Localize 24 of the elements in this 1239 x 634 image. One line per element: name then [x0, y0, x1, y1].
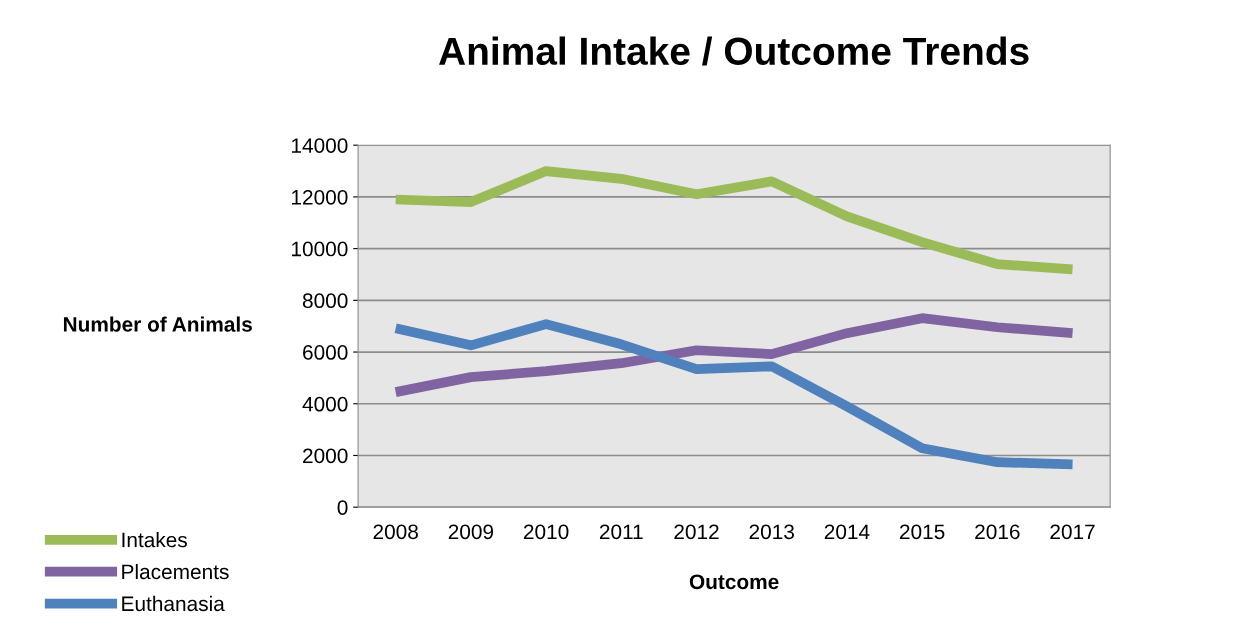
x-tick-label: 2016 — [975, 524, 1020, 540]
x-tick-label: 2014 — [824, 524, 870, 540]
y-tick-label: 14000 — [292, 138, 348, 153]
x-tick-label: 2012 — [674, 524, 719, 540]
chart-title: Animal Intake / Outcome Trends — [439, 36, 1029, 66]
y-tick-label: 12000 — [292, 189, 348, 205]
x-axis-title: Outcome — [689, 574, 779, 590]
x-tick-label: 2010 — [523, 524, 569, 540]
x-tick-label: 2008 — [373, 524, 418, 540]
x-tick-label: 2009 — [448, 524, 494, 540]
x-tick-label: 2015 — [900, 524, 945, 540]
y-tick-label: 2000 — [303, 448, 348, 464]
legend-label: Intakes — [122, 531, 187, 548]
y-axis-title: Number of Animals — [63, 316, 252, 332]
y-tick-label: 8000 — [302, 293, 348, 309]
y-tick-label: 10000 — [292, 241, 348, 257]
x-tick-label: 2013 — [749, 524, 794, 540]
x-tick-label: 2011 — [599, 524, 643, 540]
x-tick-label: 2017 — [1050, 524, 1095, 540]
legend-label: Placements — [122, 563, 229, 580]
y-tick-label: 6000 — [303, 345, 348, 360]
y-tick-label: 0 — [337, 500, 348, 515]
y-tick-label: 4000 — [302, 396, 348, 412]
legend-label: Euthanasia — [122, 595, 225, 612]
